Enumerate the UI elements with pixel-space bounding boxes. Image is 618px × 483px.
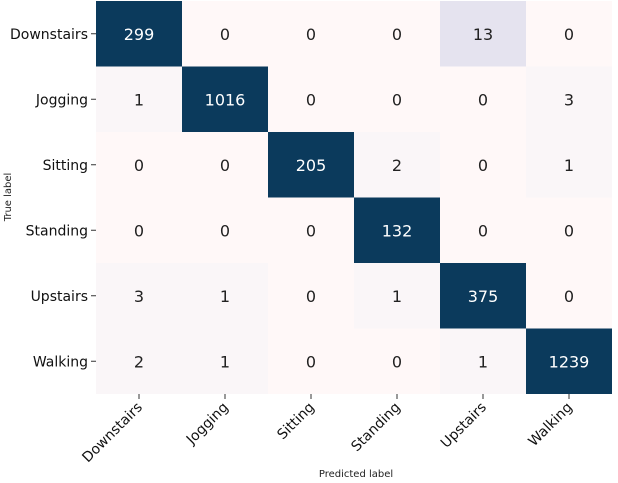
heatmap-cell xyxy=(440,1,526,67)
y-tick-label: Downstairs xyxy=(10,27,88,43)
x-tick-label: Downstairs xyxy=(79,400,145,466)
y-axis-title: True label xyxy=(3,173,14,223)
cell-value-label: 0 xyxy=(478,156,488,175)
cell-value-label: 299 xyxy=(124,25,155,44)
y-tick-label: Walking xyxy=(33,354,88,370)
cell-value-label: 1 xyxy=(564,156,574,175)
y-tick-label: Jogging xyxy=(35,92,88,108)
heatmap-cell xyxy=(268,328,354,394)
cell-value-label: 0 xyxy=(306,287,316,306)
heatmap-cell xyxy=(440,66,526,132)
heatmap-cell xyxy=(526,263,612,329)
heatmap-cell xyxy=(268,132,354,198)
y-tick-label: Upstairs xyxy=(31,289,88,305)
heatmap-cell xyxy=(96,263,182,329)
heatmap-cell xyxy=(354,66,440,132)
cell-value-label: 375 xyxy=(468,287,499,306)
x-tick-labels: Downstairs Jogging Sitting Standing Upstairs… xyxy=(79,394,576,466)
cell-value-label: 0 xyxy=(220,25,230,44)
cell-value-label: 0 xyxy=(220,221,230,240)
x-tick-label: Sitting xyxy=(274,400,317,443)
cell-value-label: 1 xyxy=(134,90,144,109)
cell-value-label: 0 xyxy=(564,25,574,44)
cell-value-label: 0 xyxy=(306,221,316,240)
heatmap-cell xyxy=(182,66,268,132)
cell-value-label: 0 xyxy=(306,25,316,44)
heatmap-cell xyxy=(526,1,612,67)
heatmap-cell xyxy=(268,1,354,67)
heatmap-cell xyxy=(96,328,182,394)
heatmap-cell xyxy=(182,263,268,329)
heatmap-cell xyxy=(182,197,268,263)
cell-value-label: 0 xyxy=(134,221,144,240)
cell-value-label: 0 xyxy=(392,352,402,371)
cell-value-label: 205 xyxy=(296,156,327,175)
heatmap-cell xyxy=(354,328,440,394)
heatmap-cell xyxy=(526,66,612,132)
cell-value-label: 1 xyxy=(220,287,230,306)
cell-value-label: 0 xyxy=(478,90,488,109)
cell-value-label: 132 xyxy=(382,221,413,240)
cell-value-label: 1 xyxy=(220,352,230,371)
cell-value-label: 0 xyxy=(306,352,316,371)
cell-value-label: 0 xyxy=(134,156,144,175)
heatmap-cell xyxy=(354,197,440,263)
x-tick-label: Jogging xyxy=(183,400,232,449)
heatmap-cell xyxy=(354,263,440,329)
y-tick-label: Sitting xyxy=(43,158,88,174)
heatmap-cell xyxy=(440,328,526,394)
cell-value-label: 0 xyxy=(392,25,402,44)
heatmap-cell xyxy=(268,263,354,329)
heatmap-cell xyxy=(526,132,612,198)
heatmap-cell xyxy=(96,132,182,198)
heatmap-cell xyxy=(96,66,182,132)
cell-value-label: 0 xyxy=(478,221,488,240)
cell-value-label: 1 xyxy=(478,352,488,371)
cell-value-label: 0 xyxy=(392,90,402,109)
heatmap-cells: 299 0 0 0 13 0 1 1016 0 0 0 3 0 0 205 2 0 1 0 0 0 132 0 0 3 1 0 1 37… xyxy=(96,1,612,394)
heatmap-cell xyxy=(440,197,526,263)
y-tick-label: Standing xyxy=(26,223,88,239)
cell-value-label: 0 xyxy=(564,287,574,306)
y-tick-labels: Downstairs Jogging Sitting Standing Upstairs… xyxy=(10,27,96,370)
cell-value-label: 1 xyxy=(392,287,402,306)
cell-value-label: 3 xyxy=(134,287,144,306)
heatmap-cell xyxy=(96,1,182,67)
heatmap-cell xyxy=(354,1,440,67)
heatmap-cell xyxy=(268,197,354,263)
cell-value-label: 0 xyxy=(306,90,316,109)
cell-value-label: 1016 xyxy=(205,90,246,109)
heatmap-cell xyxy=(440,263,526,329)
cell-value-label: 2 xyxy=(392,156,402,175)
x-tick-label: Upstairs xyxy=(438,400,490,452)
x-tick-label: Standing xyxy=(348,400,403,455)
heatmap-cell xyxy=(182,328,268,394)
cell-value-label: 2 xyxy=(134,352,144,371)
heatmap-cell xyxy=(182,132,268,198)
heatmap-cell xyxy=(526,328,612,394)
cell-value-label: 1239 xyxy=(549,352,590,371)
cell-value-label: 0 xyxy=(564,221,574,240)
heatmap-cell xyxy=(268,66,354,132)
cell-value-label: 0 xyxy=(220,156,230,175)
heatmap-cell xyxy=(526,197,612,263)
heatmap-cell xyxy=(354,132,440,198)
heatmap-cell xyxy=(182,1,268,67)
cell-value-label: 13 xyxy=(473,25,493,44)
heatmap-cell xyxy=(96,197,182,263)
x-axis-title: Predicted label xyxy=(319,469,393,480)
x-tick-label: Walking xyxy=(525,400,575,450)
cell-value-label: 3 xyxy=(564,90,574,109)
heatmap-cell xyxy=(440,132,526,198)
